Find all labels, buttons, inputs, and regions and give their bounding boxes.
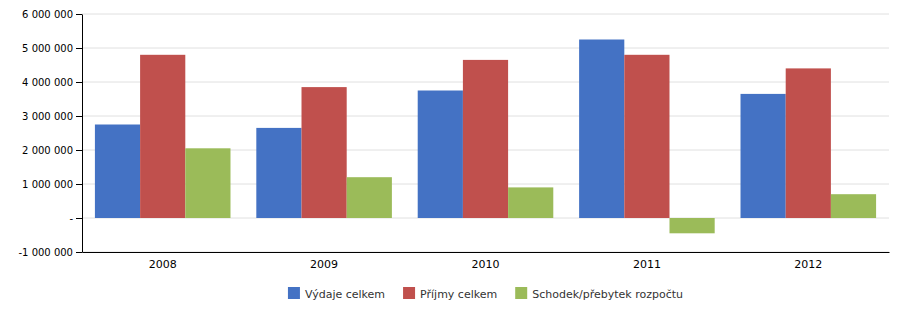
bar	[508, 187, 553, 218]
x-axis-line	[83, 252, 890, 253]
y-tick-label: 4 000 000	[22, 77, 73, 88]
bar	[256, 128, 301, 218]
chart-container: -1 000 000-1 000 0002 000 0003 000 0004 …	[0, 0, 909, 314]
x-axis: 2008 2009 2010 2011 2012	[83, 253, 890, 271]
x-tick: 2008	[149, 258, 177, 271]
legend-label: Příjmy celkem	[420, 288, 497, 301]
grid-line	[82, 48, 889, 49]
bar	[669, 218, 714, 233]
y-axis-line	[82, 15, 83, 253]
bar	[347, 177, 392, 218]
legend-item: Výdaje celkem	[288, 287, 385, 301]
legend-item: Příjmy celkem	[403, 287, 497, 301]
y-tick-mark	[76, 218, 82, 219]
bar	[418, 91, 463, 219]
y-tick: -	[69, 213, 82, 224]
bar	[185, 148, 230, 218]
y-axis: -1 000 000-1 000 0002 000 0003 000 0004 …	[18, 9, 82, 258]
y-tick-label: -1 000 000	[18, 247, 73, 258]
y-tick: 4 000 000	[22, 77, 82, 88]
plot: -1 000 000-1 000 0002 000 0003 000 0004 …	[18, 9, 889, 271]
y-tick-label: 5 000 000	[22, 43, 73, 54]
y-tick: 1 000 000	[22, 179, 82, 190]
y-tick-label: 2 000 000	[22, 145, 73, 156]
y-tick-label: -	[69, 213, 73, 224]
legend-swatch	[403, 287, 415, 299]
x-tick: 2012	[794, 258, 822, 271]
bar	[624, 55, 669, 218]
grid-line	[82, 252, 889, 253]
legend: Výdaje celkem Příjmy celkem Schodek/přebyt…	[288, 287, 683, 301]
y-tick-mark	[76, 14, 82, 15]
y-tick-label: 3 000 000	[22, 111, 73, 122]
y-tick-mark	[76, 252, 82, 253]
bar	[140, 55, 185, 218]
grid-line	[82, 14, 889, 15]
y-tick: -1 000 000	[18, 247, 82, 258]
y-tick-mark	[76, 116, 82, 117]
y-tick-mark	[76, 48, 82, 49]
bar-series	[95, 40, 786, 219]
y-tick-label: 1 000 000	[22, 179, 73, 190]
y-tick-mark	[76, 184, 82, 185]
x-tick: 2009	[310, 258, 338, 271]
bar	[463, 60, 508, 218]
legend-label: Schodek/přebytek rozpočtu	[532, 288, 683, 301]
bar	[786, 68, 831, 218]
grid	[82, 14, 889, 252]
x-tick-label: 2008	[149, 258, 177, 271]
x-tick-label: 2009	[310, 258, 338, 271]
legend-item: Schodek/přebytek rozpočtu	[515, 287, 683, 301]
x-tick-label: 2010	[472, 258, 500, 271]
bars	[95, 40, 876, 234]
bar	[579, 40, 624, 219]
y-tick-mark	[76, 82, 82, 83]
bar	[95, 125, 140, 219]
y-tick: 3 000 000	[22, 111, 82, 122]
chart-svg: -1 000 000-1 000 0002 000 0003 000 0004 …	[0, 0, 909, 314]
y-tick: 5 000 000	[22, 43, 82, 54]
y-tick: 2 000 000	[22, 145, 82, 156]
legend-swatch	[288, 287, 300, 299]
x-tick: 2010	[472, 258, 500, 271]
bar	[741, 94, 786, 218]
y-tick-label: 6 000 000	[22, 9, 73, 20]
legend-swatch	[515, 287, 527, 299]
y-tick: 6 000 000	[22, 9, 82, 20]
legend-label: Výdaje celkem	[305, 288, 385, 301]
x-tick-label: 2012	[794, 258, 822, 271]
x-tick-label: 2011	[633, 258, 661, 271]
bar	[302, 87, 347, 218]
x-tick: 2011	[633, 258, 661, 271]
bar-series	[185, 148, 876, 233]
bar	[831, 194, 876, 218]
bar-series	[140, 55, 831, 218]
y-tick-mark	[76, 150, 82, 151]
